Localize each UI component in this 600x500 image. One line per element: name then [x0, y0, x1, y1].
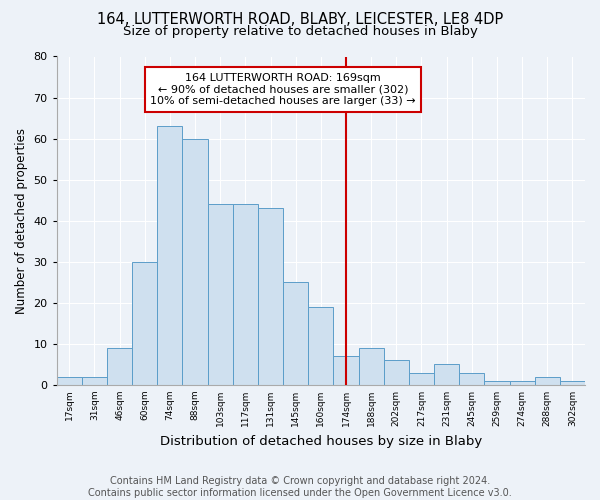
- Text: Size of property relative to detached houses in Blaby: Size of property relative to detached ho…: [122, 25, 478, 38]
- Bar: [409, 372, 434, 385]
- Bar: [535, 376, 560, 385]
- Bar: [233, 204, 258, 385]
- Bar: [308, 307, 334, 385]
- Bar: [384, 360, 409, 385]
- Bar: [208, 204, 233, 385]
- Bar: [359, 348, 384, 385]
- Bar: [434, 364, 459, 385]
- Bar: [560, 381, 585, 385]
- Text: Contains HM Land Registry data © Crown copyright and database right 2024.
Contai: Contains HM Land Registry data © Crown c…: [88, 476, 512, 498]
- Bar: [283, 282, 308, 385]
- Bar: [459, 372, 484, 385]
- Bar: [82, 376, 107, 385]
- Bar: [157, 126, 182, 385]
- Text: 164 LUTTERWORTH ROAD: 169sqm
← 90% of detached houses are smaller (302)
10% of s: 164 LUTTERWORTH ROAD: 169sqm ← 90% of de…: [151, 73, 416, 106]
- Text: 164, LUTTERWORTH ROAD, BLABY, LEICESTER, LE8 4DP: 164, LUTTERWORTH ROAD, BLABY, LEICESTER,…: [97, 12, 503, 28]
- Bar: [509, 381, 535, 385]
- Bar: [107, 348, 132, 385]
- Bar: [182, 138, 208, 385]
- Y-axis label: Number of detached properties: Number of detached properties: [15, 128, 28, 314]
- X-axis label: Distribution of detached houses by size in Blaby: Distribution of detached houses by size …: [160, 434, 482, 448]
- Bar: [484, 381, 509, 385]
- Bar: [132, 262, 157, 385]
- Bar: [258, 208, 283, 385]
- Bar: [334, 356, 359, 385]
- Bar: [57, 376, 82, 385]
